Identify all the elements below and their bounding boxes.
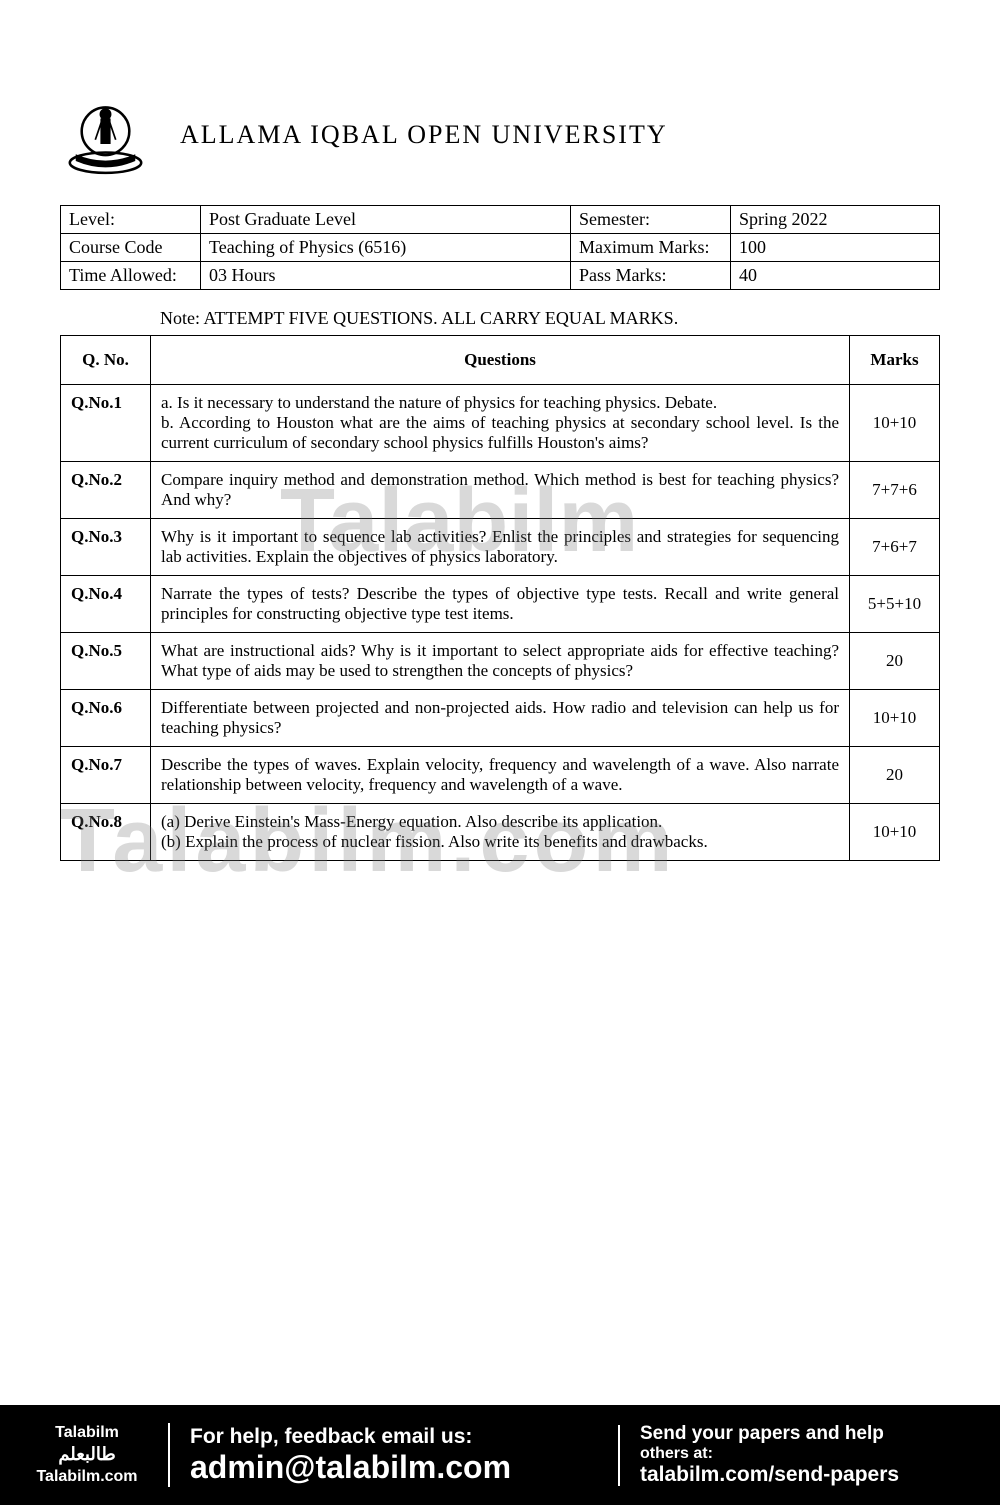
table-row: Q.No.7Describe the types of waves. Expla…	[61, 747, 940, 804]
footer-help-email: admin@talabilm.com	[190, 1449, 598, 1486]
table-row: Q.No.2 Compare inquiry method and demons…	[61, 462, 940, 519]
question-marks: 7+7+6	[850, 462, 940, 519]
header-marks: Marks	[850, 336, 940, 385]
university-logo	[60, 90, 150, 180]
table-row: Q.No.8(a) Derive Einstein's Mass-Energy …	[61, 804, 940, 861]
passmarks-label: Pass Marks:	[571, 262, 731, 290]
question-marks: 5+5+10	[850, 576, 940, 633]
semester-value: Spring 2022	[731, 206, 940, 234]
question-marks: 7+6+7	[850, 519, 940, 576]
question-number: Q.No.2	[61, 462, 151, 519]
semester-label: Semester:	[571, 206, 731, 234]
footer-send: Send your papers and help others at: tal…	[620, 1423, 980, 1487]
question-text: a. Is it necessary to understand the nat…	[151, 385, 850, 462]
question-text: What are instructional aids? Why is it i…	[151, 633, 850, 690]
table-row: Q.No.1a. Is it necessary to understand t…	[61, 385, 940, 462]
footer-help: For help, feedback email us: admin@talab…	[170, 1425, 620, 1486]
course-info-table: Level: Post Graduate Level Semester: Spr…	[60, 205, 940, 290]
time-label: Time Allowed:	[61, 262, 201, 290]
table-row: Q.No.6Differentiate between projected an…	[61, 690, 940, 747]
question-number: Q.No.4	[61, 576, 151, 633]
instruction-note: Note: ATTEMPT FIVE QUESTIONS. ALL CARRY …	[160, 308, 940, 329]
question-text: Narrate the types of tests? Describe the…	[151, 576, 850, 633]
level-value: Post Graduate Level	[201, 206, 571, 234]
footer-send-link: talabilm.com/send-papers	[640, 1463, 980, 1487]
question-number: Q.No.6	[61, 690, 151, 747]
footer-brand-site: Talabilm.com	[20, 1467, 154, 1488]
question-marks: 10+10	[850, 690, 940, 747]
header-qno: Q. No.	[61, 336, 151, 385]
exam-paper-page: Talabilm Talabilm.com ALLAMA IQBAL OPEN …	[0, 0, 1000, 861]
question-marks: 10+10	[850, 385, 940, 462]
level-label: Level:	[61, 206, 201, 234]
maxmarks-label: Maximum Marks:	[571, 234, 731, 262]
questions-table: Q. No. Questions Marks Q.No.1a. Is it ne…	[60, 335, 940, 861]
header-question: Questions	[151, 336, 850, 385]
question-text: Compare inquiry method and demonstration…	[151, 462, 850, 519]
question-number: Q.No.1	[61, 385, 151, 462]
time-value: 03 Hours	[201, 262, 571, 290]
question-marks: 10+10	[850, 804, 940, 861]
university-name: ALLAMA IQBAL OPEN UNIVERSITY	[180, 120, 668, 150]
question-text: (a) Derive Einstein's Mass-Energy equati…	[151, 804, 850, 861]
question-marks: 20	[850, 747, 940, 804]
table-row: Q.No.4Narrate the types of tests? Descri…	[61, 576, 940, 633]
footer-brand-ur: طالبعلم	[20, 1443, 154, 1466]
page-footer: Talabilm طالبعلم Talabilm.com For help, …	[0, 1405, 1000, 1505]
document-header: ALLAMA IQBAL OPEN UNIVERSITY	[60, 90, 940, 180]
footer-brand-en: Talabilm	[20, 1423, 154, 1444]
question-text: Differentiate between projected and non-…	[151, 690, 850, 747]
passmarks-value: 40	[731, 262, 940, 290]
footer-send-line1: Send your papers and help	[640, 1423, 980, 1445]
course-value: Teaching of Physics (6516)	[201, 234, 571, 262]
question-number: Q.No.8	[61, 804, 151, 861]
course-label: Course Code	[61, 234, 201, 262]
question-number: Q.No.5	[61, 633, 151, 690]
table-row: Q.No.3Why is it important to sequence la…	[61, 519, 940, 576]
question-number: Q.No.3	[61, 519, 151, 576]
maxmarks-value: 100	[731, 234, 940, 262]
question-text: Describe the types of waves. Explain vel…	[151, 747, 850, 804]
table-row: Q.No.5What are instructional aids? Why i…	[61, 633, 940, 690]
footer-help-label: For help, feedback email us:	[190, 1425, 598, 1449]
footer-send-line2: others at:	[640, 1445, 980, 1463]
question-number: Q.No.7	[61, 747, 151, 804]
question-marks: 20	[850, 633, 940, 690]
footer-brand: Talabilm طالبعلم Talabilm.com	[20, 1423, 170, 1488]
question-text: Why is it important to sequence lab acti…	[151, 519, 850, 576]
